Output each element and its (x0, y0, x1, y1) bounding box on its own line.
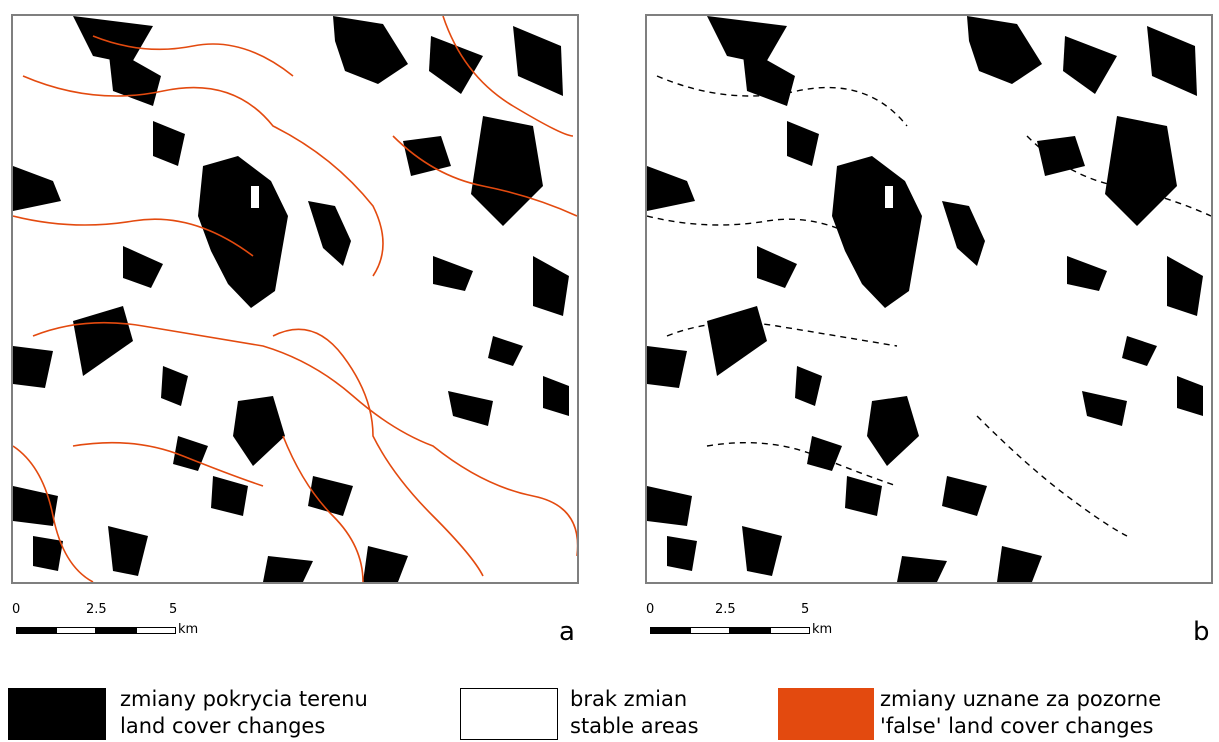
scale-tick-0: 0 (646, 602, 655, 617)
scale-unit: km (178, 622, 199, 637)
map-panel-b (645, 14, 1213, 584)
scale-tick-5: 5 (801, 602, 810, 617)
change-map-b (647, 16, 1211, 582)
fragment-lines-b (647, 75, 1211, 537)
change-polygons-b (647, 16, 1203, 582)
scale-segment (730, 627, 770, 634)
scale-unit: km (812, 622, 833, 637)
scale-segment (650, 627, 690, 634)
scale-tick-2-5: 2.5 (715, 602, 736, 617)
scale-tick-0: 0 (12, 602, 21, 617)
legend-label-false-changes: zmiany uznane za pozorne 'false' land co… (880, 687, 1162, 738)
scale-segment (56, 627, 96, 634)
legend-swatch-false-changes (778, 688, 874, 740)
panel-label-a: a (559, 617, 575, 647)
scale-segment (16, 627, 56, 634)
scale-tick-5: 5 (169, 602, 178, 617)
map-panel-a (11, 14, 579, 584)
scale-segment (96, 627, 136, 634)
scale-segment (770, 627, 810, 634)
false-change-lines-a (13, 16, 577, 582)
scale-bar-a: 0 2.5 5 km (12, 603, 212, 643)
legend-swatch-stable (460, 688, 558, 740)
panel-label-b: b (1193, 617, 1210, 647)
legend-label-stable: brak zmian stable areas (570, 687, 699, 738)
legend-label-changes: zmiany pokrycia terenu land cover change… (120, 687, 368, 738)
legend-swatch-changes (8, 688, 106, 740)
scale-bar-b: 0 2.5 5 km (646, 603, 846, 643)
change-map-a (13, 16, 577, 582)
scale-tick-2-5: 2.5 (86, 602, 107, 617)
scale-segment (136, 627, 176, 634)
change-polygons-a (13, 16, 569, 582)
scale-segment (690, 627, 730, 634)
